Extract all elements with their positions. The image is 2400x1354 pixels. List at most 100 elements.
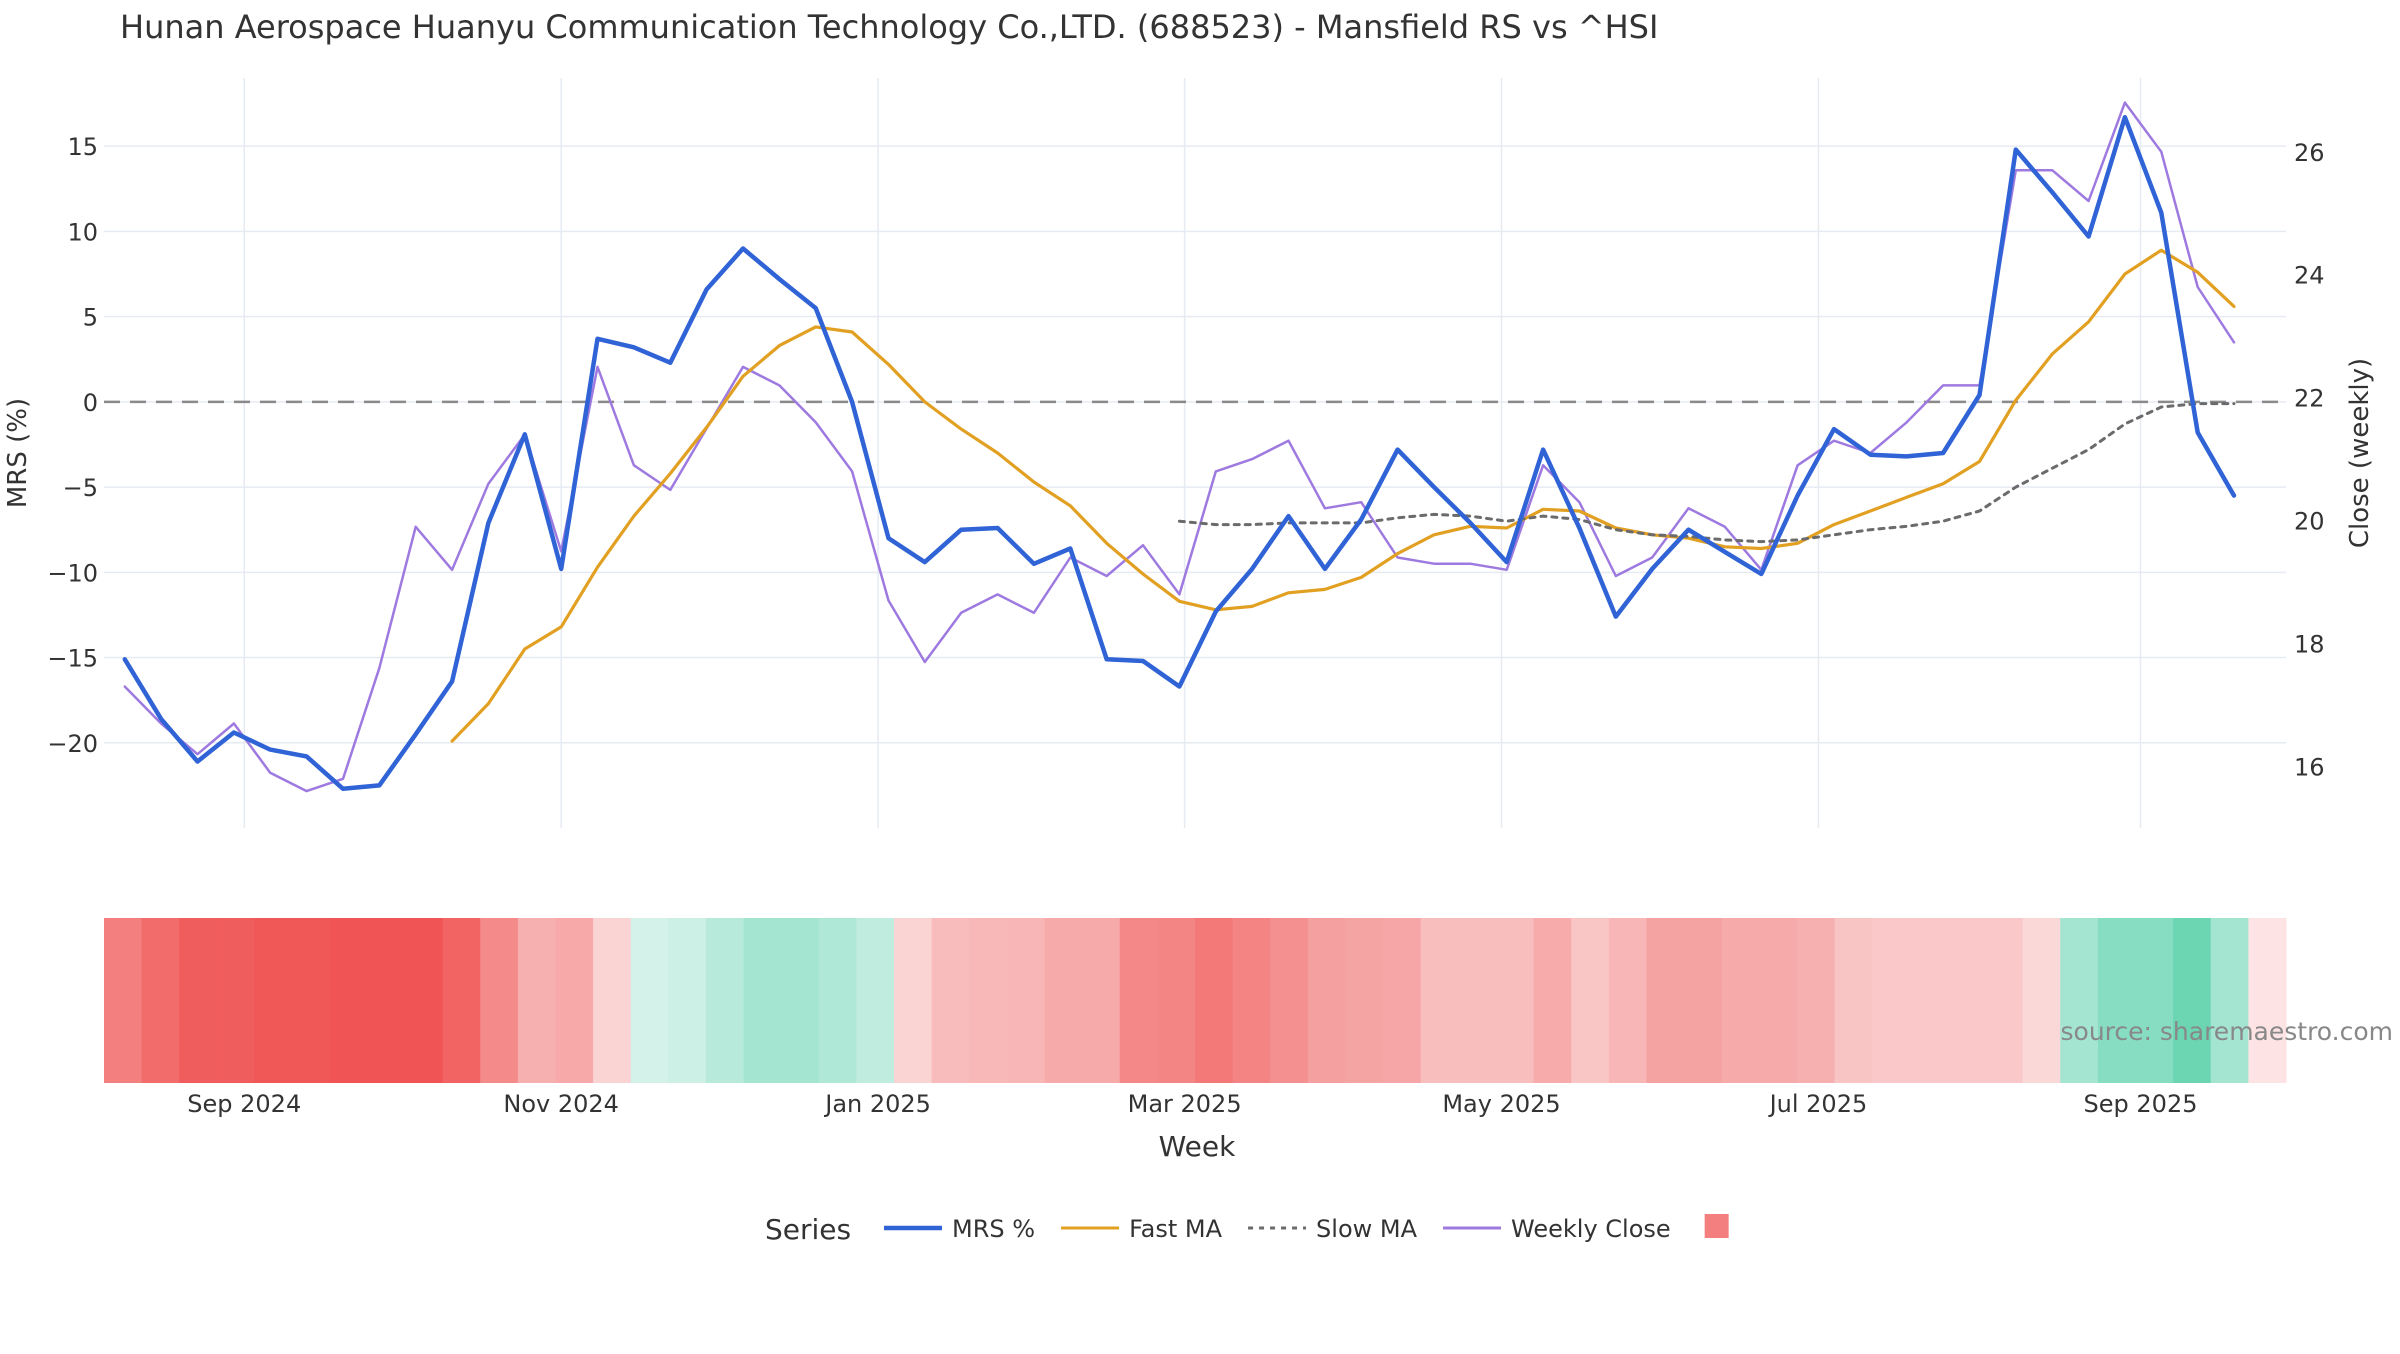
heat-cell (593, 918, 632, 1083)
y-tick-label: −5 (63, 474, 98, 502)
series-line-mrs (122, 114, 2237, 792)
y2-axis-ticks: 26 24 22 20 18 16 (2294, 139, 2325, 782)
heat-cell (1307, 918, 1347, 1083)
heat-cell (705, 918, 745, 1083)
heat-cell (1759, 918, 1798, 1083)
heat-cell (2097, 918, 2137, 1083)
y-tick-label: −10 (47, 559, 98, 587)
heat-cell (1119, 918, 1158, 1083)
heat-cell (2135, 918, 2174, 1083)
heat-cell (1383, 918, 1422, 1083)
heat-cell (1985, 918, 2024, 1083)
y-tick-label: 15 (67, 133, 98, 161)
y2-tick-label: 26 (2294, 139, 2325, 167)
heat-cell (404, 918, 444, 1083)
y2-tick-label: 18 (2294, 631, 2325, 659)
grid (104, 78, 2286, 828)
heat-cell (2248, 918, 2287, 1083)
y-tick-label: 0 (83, 389, 98, 417)
y2-tick-label: 22 (2294, 385, 2325, 413)
y-tick-label: −20 (47, 730, 98, 758)
x-axis-ticks: Sep 2024 Nov 2024 Jan 2025 Mar 2025 May 2025… (187, 1090, 2197, 1118)
heat-cell (1571, 918, 1610, 1083)
series-lines (122, 101, 2237, 793)
heat-cell (254, 918, 293, 1083)
heat-cell (480, 918, 519, 1083)
heat-cell (2022, 918, 2061, 1083)
heat-cell (1232, 918, 1271, 1083)
x-tick-label: Jan 2025 (823, 1090, 931, 1118)
heat-strip (104, 918, 2287, 1083)
y-tick-label: −15 (47, 645, 98, 673)
heat-cell (743, 918, 782, 1083)
heat-cell (781, 918, 820, 1083)
legend-label: Weekly Close (1511, 1215, 1671, 1243)
heat-cell (818, 918, 858, 1083)
heat-cell (1533, 918, 1572, 1083)
heat-cell (894, 918, 933, 1083)
legend-items: MRS % Fast MA Slow MA Weekly Close (884, 1214, 1729, 1243)
heat-cell (216, 918, 256, 1083)
heat-cell (1458, 918, 1497, 1083)
heat-cell (1796, 918, 1836, 1083)
heat-cell (1909, 918, 1949, 1083)
heat-cell (292, 918, 331, 1083)
x-tick-label: Mar 2025 (1128, 1090, 1242, 1118)
heat-cell (555, 918, 594, 1083)
x-tick-label: Sep 2025 (2084, 1090, 2198, 1118)
legend-label: Fast MA (1129, 1215, 1223, 1243)
heat-cell (969, 918, 1008, 1083)
series-line-fast-ma (450, 248, 2236, 743)
legend-title: Series (765, 1213, 851, 1246)
series-line-weekly-close (123, 101, 2236, 793)
heat-cell (1044, 918, 1083, 1083)
heat-cell (2210, 918, 2249, 1083)
heat-cell (329, 918, 368, 1083)
heat-cell (1495, 918, 1535, 1083)
heat-cell (1834, 918, 1873, 1083)
heat-cell (141, 918, 180, 1083)
heat-cell (1270, 918, 1309, 1083)
legend-label: Slow MA (1316, 1215, 1418, 1243)
heat-cell (517, 918, 557, 1083)
heat-cell (1195, 918, 1234, 1083)
heat-cell (104, 918, 143, 1083)
legend-label: MRS % (952, 1215, 1035, 1243)
heat-cell (1721, 918, 1760, 1083)
source-note: source: sharemaestro.com (2061, 1017, 2394, 1046)
x-tick-label: Nov 2024 (503, 1090, 619, 1118)
heat-cell (2060, 918, 2099, 1083)
legend-heat-swatch (1704, 1214, 1729, 1238)
y-tick-label: 5 (83, 304, 98, 332)
y-tick-label: 10 (67, 218, 98, 246)
y2-tick-label: 20 (2294, 508, 2325, 536)
y2-tick-label: 16 (2294, 754, 2325, 782)
heat-cell (1684, 918, 1723, 1083)
legend: Series MRS % Fast MA Slow MA Weekly Close (765, 1213, 1729, 1246)
heat-cell (1947, 918, 1986, 1083)
heat-cell (1608, 918, 1648, 1083)
heat-cell (668, 918, 707, 1083)
heat-cell (367, 918, 406, 1083)
heat-cell (442, 918, 481, 1083)
heat-cell (2173, 918, 2212, 1083)
x-tick-label: Sep 2024 (187, 1090, 301, 1118)
heat-cell (856, 918, 895, 1083)
y-axis-ticks: 15 10 5 0 −5 −10 −15 −20 (47, 133, 98, 758)
y2-axis-label: Close (weekly) (2345, 358, 2375, 548)
y-axis-label: MRS (%) (3, 398, 33, 508)
heat-cell (1157, 918, 1196, 1083)
chart-title: Hunan Aerospace Huanyu Communication Tec… (120, 8, 1658, 46)
heat-cell (630, 918, 669, 1083)
heat-cell (1006, 918, 1046, 1083)
y2-tick-label: 24 (2294, 262, 2325, 290)
heat-cell (1872, 918, 1911, 1083)
heat-cell (1082, 918, 1121, 1083)
x-tick-label: May 2025 (1442, 1090, 1560, 1118)
heat-cell (179, 918, 218, 1083)
heat-cell (1345, 918, 1384, 1083)
heat-cell (1646, 918, 1685, 1083)
